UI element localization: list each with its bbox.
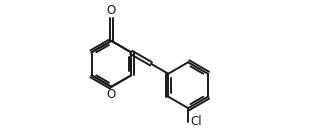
Text: Cl: Cl [190, 115, 201, 128]
Text: O: O [107, 4, 116, 17]
Text: O: O [107, 88, 116, 101]
